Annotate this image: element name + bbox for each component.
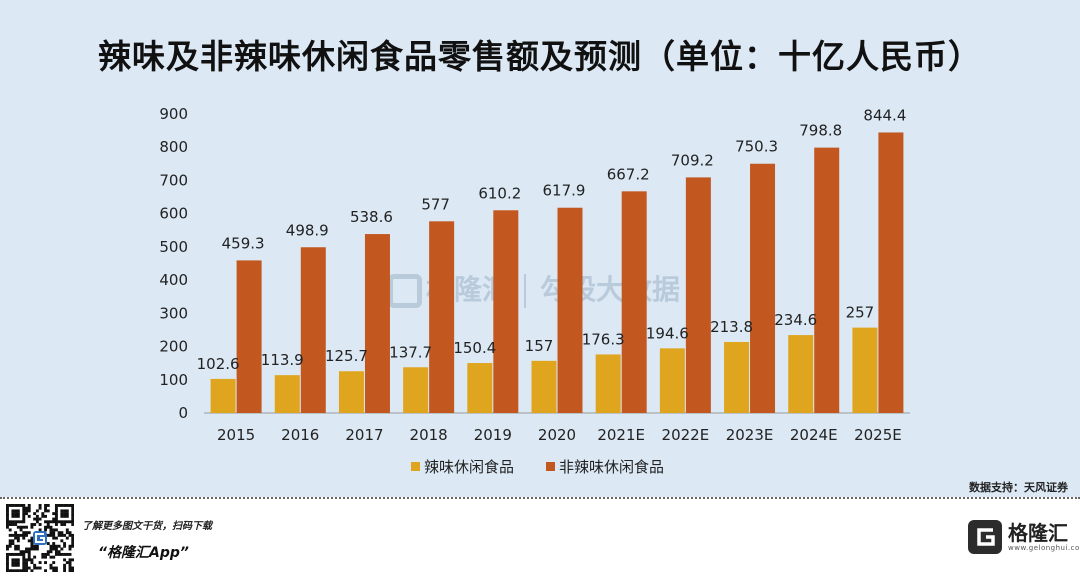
bars <box>210 132 904 413</box>
x-tick-label: 2018 <box>410 426 448 444</box>
data-label-spicy: 257 <box>846 304 875 322</box>
legend-swatch-spicy <box>411 462 420 471</box>
data-label-spicy: 176.3 <box>582 330 625 348</box>
bar-non-spicy <box>621 191 647 413</box>
data-label-non-spicy: 538.6 <box>350 208 393 226</box>
bar-non-spicy <box>878 132 904 413</box>
bar-non-spicy <box>557 207 583 413</box>
y-tick-label: 300 <box>159 304 188 322</box>
data-label-spicy: 137.7 <box>389 343 432 361</box>
x-tick-label: 2022E <box>662 426 710 444</box>
y-tick-label: 500 <box>159 238 188 256</box>
y-tick-label: 100 <box>159 371 188 389</box>
x-tick-label: 2021E <box>597 426 645 444</box>
bar-spicy <box>659 348 685 413</box>
y-tick-label: 200 <box>159 338 188 356</box>
y-tick-label: 0 <box>178 404 188 422</box>
chart-title: 辣味及非辣味休闲食品零售额及预测（单位：十亿人民币） <box>98 37 982 76</box>
bar-non-spicy <box>429 221 455 413</box>
x-tick-label: 2019 <box>474 426 512 444</box>
bar-non-spicy <box>814 147 840 413</box>
x-tick-label: 2017 <box>345 426 383 444</box>
x-tick-label: 2025E <box>854 426 902 444</box>
data-label-non-spicy: 498.9 <box>286 221 329 239</box>
bar-spicy <box>467 363 493 413</box>
data-label-non-spicy: 610.2 <box>478 184 521 202</box>
bar-non-spicy <box>364 234 390 413</box>
legend-label-spicy: 辣味休闲食品 <box>424 458 514 476</box>
logo-name: 格隆汇 <box>1008 520 1068 545</box>
y-axis: 0 100 200 300 400 500 600 700 800 900 <box>159 105 188 422</box>
bar-non-spicy <box>685 177 711 413</box>
bar-spicy <box>852 327 878 413</box>
bar-non-spicy <box>750 163 776 413</box>
watermark-logo-icon <box>388 274 422 308</box>
y-tick-label: 700 <box>159 171 188 189</box>
legend-swatch-non-spicy <box>546 462 555 471</box>
bar-spicy <box>788 335 814 413</box>
data-label-spicy: 113.9 <box>261 351 304 369</box>
data-labels: 102.6 459.3 113.9 498.9 125.7 538.6 137.7 577 15… <box>197 106 907 372</box>
chart-area: 辣味及非辣味休闲食品零售额及预测（单位：十亿人民币） 格隆汇 勾股大数据 0 100… <box>0 0 1080 497</box>
promo-text: 了解更多图文干货，扫码下载 <box>82 521 212 532</box>
bar-spicy <box>531 360 557 413</box>
footer-divider <box>0 497 1080 499</box>
data-label-spicy: 157 <box>525 337 554 355</box>
data-label-non-spicy: 798.8 <box>799 122 842 140</box>
data-label-non-spicy: 577 <box>421 195 450 213</box>
data-label-non-spicy: 459.3 <box>222 234 265 252</box>
app-name: “格隆汇App” <box>98 545 189 561</box>
x-axis: 2015 2016 2017 2018 2019 2020 2021E 2022E 2023E 2… <box>217 426 902 444</box>
legend: 辣味休闲食品 非辣味休闲食品 <box>411 458 664 476</box>
x-tick-label: 2023E <box>726 426 774 444</box>
bar-non-spicy <box>236 260 262 413</box>
brand-logo[interactable]: 格隆汇 www.gelonghui.com <box>968 520 1080 554</box>
bar-spicy <box>210 378 236 413</box>
data-label-spicy: 102.6 <box>197 355 240 373</box>
x-tick-label: 2015 <box>217 426 255 444</box>
data-label-spicy: 125.7 <box>325 347 368 365</box>
y-tick-label: 600 <box>159 205 188 223</box>
y-tick-label: 400 <box>159 271 188 289</box>
qr-code-icon[interactable] <box>6 504 74 572</box>
data-label-non-spicy: 617.9 <box>543 182 586 200</box>
bar-spicy <box>724 341 750 413</box>
data-label-non-spicy: 844.4 <box>863 106 906 124</box>
logo-text: 格隆汇 www.gelonghui.com <box>1008 522 1080 553</box>
data-label-spicy: 194.6 <box>646 324 689 342</box>
data-label-non-spicy: 667.2 <box>607 165 650 183</box>
data-label-spicy: 150.4 <box>453 339 496 357</box>
x-tick-label: 2020 <box>538 426 576 444</box>
bar-spicy <box>274 375 300 413</box>
legend-label-non-spicy: 非辣味休闲食品 <box>559 458 664 476</box>
x-tick-label: 2024E <box>790 426 838 444</box>
logo-url: www.gelonghui.com <box>1008 543 1080 552</box>
bar-spicy <box>595 354 621 413</box>
x-tick-label: 2016 <box>281 426 319 444</box>
bar-spicy <box>403 367 429 413</box>
source-note: 数据支持：天风证券 <box>969 481 1068 494</box>
gelonghui-logo-icon <box>968 520 1002 554</box>
y-tick-label: 800 <box>159 138 188 156</box>
y-tick-label: 900 <box>159 105 188 123</box>
data-label-non-spicy: 750.3 <box>735 138 778 156</box>
bar-non-spicy <box>493 210 519 413</box>
bar-non-spicy <box>300 247 326 413</box>
data-label-spicy: 234.6 <box>774 311 817 329</box>
watermark-divider <box>524 274 527 308</box>
data-label-spicy: 213.8 <box>710 318 753 336</box>
bar-spicy <box>338 371 364 413</box>
data-label-non-spicy: 709.2 <box>671 151 714 169</box>
